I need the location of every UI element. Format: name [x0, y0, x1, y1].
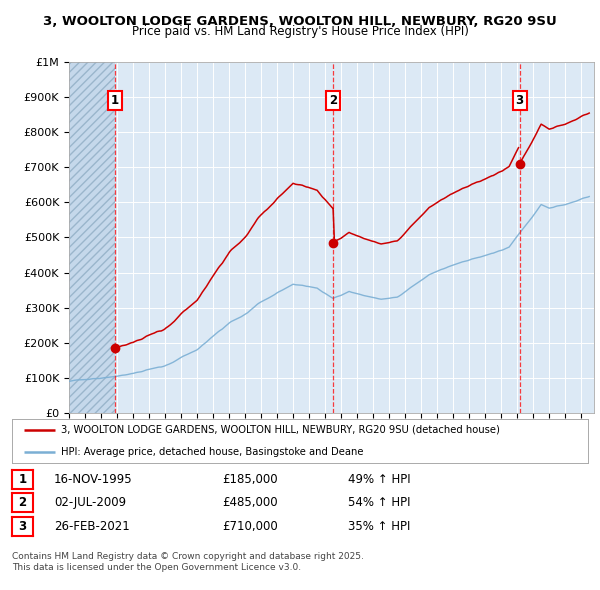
Text: Price paid vs. HM Land Registry's House Price Index (HPI): Price paid vs. HM Land Registry's House … [131, 25, 469, 38]
Text: Contains HM Land Registry data © Crown copyright and database right 2025.
This d: Contains HM Land Registry data © Crown c… [12, 552, 364, 572]
Text: 3: 3 [515, 94, 524, 107]
Text: 3, WOOLTON LODGE GARDENS, WOOLTON HILL, NEWBURY, RG20 9SU (detached house): 3, WOOLTON LODGE GARDENS, WOOLTON HILL, … [61, 425, 500, 435]
Text: 2: 2 [329, 94, 337, 107]
Bar [69, 62, 115, 413]
Text: 3: 3 [19, 520, 26, 533]
Text: 54% ↑ HPI: 54% ↑ HPI [348, 496, 410, 509]
Text: 49% ↑ HPI: 49% ↑ HPI [348, 473, 410, 486]
Text: 16-NOV-1995: 16-NOV-1995 [54, 473, 133, 486]
Text: £485,000: £485,000 [222, 496, 278, 509]
Text: 2: 2 [19, 496, 26, 509]
Text: 1: 1 [111, 94, 119, 107]
Text: 1: 1 [19, 473, 26, 486]
Text: 3, WOOLTON LODGE GARDENS, WOOLTON HILL, NEWBURY, RG20 9SU: 3, WOOLTON LODGE GARDENS, WOOLTON HILL, … [43, 15, 557, 28]
Text: £710,000: £710,000 [222, 520, 278, 533]
Text: 35% ↑ HPI: 35% ↑ HPI [348, 520, 410, 533]
Text: 02-JUL-2009: 02-JUL-2009 [54, 496, 126, 509]
Text: £185,000: £185,000 [222, 473, 278, 486]
Text: 26-FEB-2021: 26-FEB-2021 [54, 520, 130, 533]
Text: HPI: Average price, detached house, Basingstoke and Deane: HPI: Average price, detached house, Basi… [61, 447, 364, 457]
